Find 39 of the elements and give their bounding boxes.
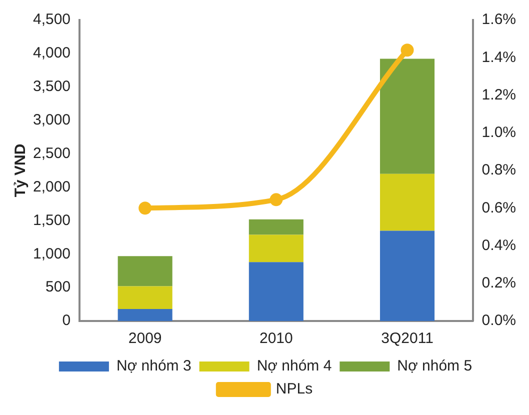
y2-tick-label: 0.8% [482, 162, 516, 179]
y-tick-label: 500 [46, 278, 71, 296]
legend-label: NPLs [276, 380, 313, 398]
bar [248, 234, 304, 262]
bar [248, 219, 304, 235]
y2-tick-label: 0.4% [482, 236, 516, 254]
x-tick-label: 3Q2011 [381, 330, 434, 348]
bar [380, 174, 435, 231]
y2-tick-label: 0.0% [482, 312, 516, 330]
legend-label: Nợ nhóm 5 [397, 358, 472, 375]
bar [380, 58, 435, 174]
bar [380, 230, 435, 321]
y-tick-label: 2,000 [32, 178, 71, 196]
y2-tick-label: 0.2% [482, 274, 516, 292]
y2-tick-label: 1.4% [482, 48, 516, 66]
bar [248, 262, 304, 321]
bar [118, 308, 172, 321]
y-tick-label: 4,000 [32, 44, 71, 62]
point [270, 193, 283, 206]
y2-tick-label: 1.0% [482, 124, 516, 142]
y-tick-label: 2,500 [32, 144, 71, 162]
x-tick-label: 2010 [259, 330, 293, 348]
y-tick-label: 3,000 [32, 111, 71, 128]
y-tick-label: 4,500 [32, 11, 71, 28]
y-tick-label: 0 [62, 312, 71, 330]
y2-tick-label: 1.2% [482, 86, 516, 104]
point [400, 44, 414, 57]
legend-label: Nợ nhóm 3 [116, 358, 192, 375]
bar [118, 286, 172, 309]
y-tick-label: 1,000 [32, 245, 71, 262]
y2-tick-label: 1.6% [482, 11, 516, 28]
y-tick-label: 1,500 [32, 212, 71, 229]
bar [118, 256, 172, 286]
y2-tick-label: 0.6% [482, 199, 516, 216]
x-tick-label: 2009 [128, 330, 162, 348]
point [138, 202, 152, 215]
legend-label: Nợ nhóm 4 [256, 358, 332, 375]
y-axis-title: Tỷ VND [12, 144, 30, 198]
y-tick-label: 3,500 [32, 78, 71, 96]
